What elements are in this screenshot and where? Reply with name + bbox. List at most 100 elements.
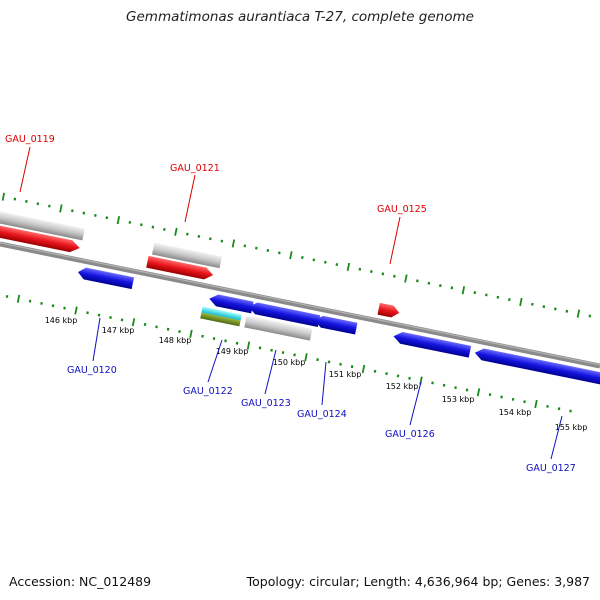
major-tick — [289, 251, 293, 260]
minor-tick — [485, 293, 488, 297]
minor-tick — [324, 260, 327, 264]
gene-label-forward[interactable]: GAU_0125 — [377, 204, 427, 215]
gene-arrow-reverse[interactable] — [247, 301, 321, 327]
major-tick — [576, 309, 581, 318]
gene-arrow-forward[interactable] — [377, 302, 400, 319]
minor-tick — [278, 251, 281, 255]
gene-label-reverse[interactable]: GAU_0127 — [526, 463, 576, 474]
gene-arrow-reverse[interactable] — [313, 314, 358, 335]
scale-label: 149 kbp — [216, 347, 249, 356]
minor-tick — [569, 409, 572, 413]
gene-arrow-forward[interactable] — [0, 224, 81, 253]
gene-label-leader — [207, 339, 223, 383]
gene-label-leader — [19, 146, 31, 193]
scale-label: 151 kbp — [329, 370, 362, 379]
minor-tick — [370, 270, 373, 274]
minor-tick — [243, 244, 247, 248]
major-tick — [461, 286, 466, 295]
minor-tick — [508, 298, 511, 302]
major-tick — [74, 306, 78, 315]
gene-label-leader — [264, 349, 277, 395]
minor-tick — [316, 358, 319, 362]
gene-label-reverse[interactable]: GAU_0123 — [241, 398, 291, 409]
minor-tick — [531, 302, 534, 306]
major-tick — [519, 297, 523, 307]
minor-tick — [546, 404, 549, 408]
scale-label: 154 kbp — [499, 408, 532, 417]
major-tick — [476, 388, 481, 397]
rna-feature-olive[interactable] — [200, 312, 241, 327]
scale-label: 148 kbp — [159, 336, 192, 345]
minor-tick — [63, 306, 66, 310]
gene-label-leader — [550, 415, 563, 460]
gene-arrow-reverse[interactable] — [392, 330, 472, 358]
minor-tick — [442, 383, 446, 387]
minor-tick — [209, 237, 212, 241]
minor-tick — [496, 295, 500, 299]
gene-arrow-reverse[interactable] — [208, 293, 254, 314]
minor-tick — [36, 202, 40, 206]
gene-arrow-reverse[interactable] — [474, 347, 600, 390]
minor-tick — [94, 213, 97, 217]
minor-tick — [51, 304, 55, 308]
map-title: Gemmatimonas aurantiaca T-27, complete g… — [126, 9, 474, 25]
minor-tick — [28, 299, 32, 303]
gene-features — [0, 210, 600, 390]
scale-label: 146 kbp — [45, 316, 78, 325]
minor-tick — [166, 327, 170, 331]
minor-tick — [396, 374, 400, 378]
genome-backbone-highlight — [0, 242, 600, 366]
gene-label-leader — [389, 216, 401, 265]
gene-label-reverse[interactable]: GAU_0124 — [297, 409, 347, 420]
minor-tick — [266, 248, 270, 253]
minor-tick — [235, 341, 239, 345]
minor-tick — [255, 246, 258, 250]
minor-tick — [312, 258, 316, 262]
gene-label-forward[interactable]: GAU_0121 — [170, 163, 220, 174]
minor-tick — [258, 346, 262, 350]
major-tick — [346, 262, 351, 271]
minor-tick — [270, 348, 273, 352]
minor-tick — [48, 204, 51, 208]
minor-tick — [385, 372, 388, 376]
minor-tick — [450, 286, 454, 290]
minor-tick — [212, 337, 216, 341]
major-tick — [231, 239, 236, 248]
minor-tick — [473, 291, 477, 295]
gene-label-reverse[interactable]: GAU_0122 — [183, 386, 233, 397]
minor-tick — [109, 315, 112, 320]
minor-tick — [557, 407, 561, 411]
scale-label: 153 kbp — [442, 395, 475, 404]
minor-tick — [350, 365, 354, 369]
minor-tick — [120, 318, 124, 322]
minor-tick — [143, 322, 147, 327]
scale-label: 150 kbp — [273, 358, 306, 367]
minor-tick — [197, 234, 201, 238]
gray-feature[interactable] — [0, 210, 85, 241]
minor-tick — [454, 386, 457, 390]
inner-tick-track — [5, 294, 572, 413]
gene-label-reverse[interactable]: GAU_0126 — [385, 429, 435, 440]
minor-tick — [140, 223, 143, 227]
minor-tick — [408, 376, 411, 380]
minor-tick — [542, 305, 546, 309]
minor-tick — [40, 301, 43, 305]
accession-text: Accession: NC_012489 — [9, 574, 152, 589]
scale-label: 155 kbp — [555, 423, 588, 432]
minor-tick — [201, 334, 204, 338]
gene-arrow-reverse[interactable] — [77, 266, 135, 290]
gray-feature[interactable] — [151, 242, 222, 269]
rna-feature-cyan[interactable] — [201, 306, 242, 321]
gene-arrow-forward[interactable] — [146, 255, 214, 281]
minor-tick — [71, 209, 74, 213]
gene-label-reverse[interactable]: GAU_0120 — [67, 365, 117, 376]
major-tick — [16, 294, 21, 303]
gene-label-leader — [184, 174, 196, 223]
gene-label-forward[interactable]: GAU_0119 — [5, 134, 55, 145]
minor-tick — [588, 314, 592, 318]
minor-tick — [335, 263, 339, 267]
gray-feature[interactable] — [244, 315, 313, 341]
minor-tick — [465, 388, 469, 392]
minor-tick — [151, 225, 155, 229]
major-tick — [116, 216, 121, 225]
